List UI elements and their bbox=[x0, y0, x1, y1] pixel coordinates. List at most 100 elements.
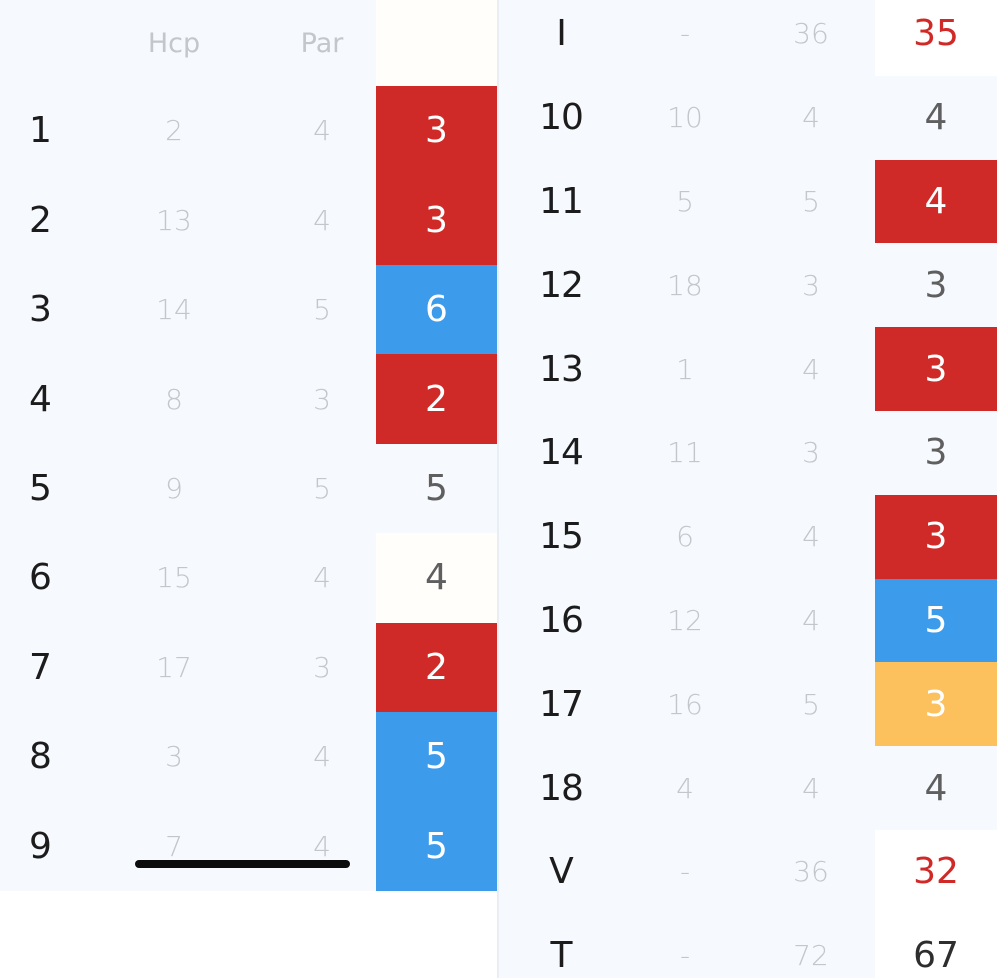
par-cell: 72 bbox=[747, 913, 875, 978]
scorecard-row[interactable]: V - 36 32 bbox=[499, 830, 997, 914]
hcp-value: 8 bbox=[165, 382, 183, 416]
score-cell[interactable]: 5 bbox=[875, 578, 997, 663]
hole-column-header bbox=[0, 0, 80, 86]
par-cell: 4 bbox=[747, 494, 875, 579]
hcp-column-header: Hcp bbox=[80, 0, 268, 86]
scorecard-row[interactable]: T - 72 67 bbox=[499, 913, 997, 978]
hole-number: 15 bbox=[539, 516, 584, 558]
score-cell[interactable]: 3 bbox=[376, 86, 497, 176]
hcp-cell: 15 bbox=[80, 533, 268, 623]
score-cell[interactable]: 5 bbox=[376, 801, 497, 891]
hcp-value: 6 bbox=[676, 520, 694, 554]
par-value: 4 bbox=[313, 114, 331, 148]
scorecard-row[interactable]: 17 16 5 3 bbox=[499, 662, 997, 747]
hcp-cell: 5 bbox=[623, 159, 747, 244]
score-value: 5 bbox=[425, 467, 448, 509]
par-cell: 3 bbox=[747, 411, 875, 495]
hcp-value: 15 bbox=[156, 561, 192, 595]
hole-cell: 11 bbox=[499, 159, 623, 244]
scorecard-row[interactable]: 6 15 4 4 bbox=[0, 533, 497, 623]
scorecard-row[interactable]: 15 6 4 3 bbox=[499, 494, 997, 579]
score-cell[interactable]: 2 bbox=[376, 622, 497, 713]
score-cell[interactable]: 4 bbox=[875, 75, 997, 160]
scorecard-row[interactable]: 7 17 3 2 bbox=[0, 622, 497, 713]
par-value: 4 bbox=[802, 603, 820, 637]
front-nine-scorecard: Hcp Par 1 2 4 3 2 13 4 3 3 14 5 6 4 8 3 2 5 9 5 5 6 15 4 4 7 17 3 2… bbox=[0, 0, 497, 891]
score-cell[interactable]: 67 bbox=[875, 913, 997, 978]
score-cell[interactable]: 5 bbox=[376, 443, 497, 534]
score-value: 5 bbox=[425, 825, 448, 867]
scorecard-row[interactable]: 13 1 4 3 bbox=[499, 327, 997, 411]
score-cell[interactable]: 4 bbox=[875, 746, 997, 830]
hcp-value: 12 bbox=[667, 603, 703, 637]
score-cell[interactable]: 5 bbox=[376, 712, 497, 802]
scorecard-row[interactable]: 8 3 4 5 bbox=[0, 712, 497, 802]
score-cell[interactable]: 4 bbox=[376, 533, 497, 623]
par-cell: 4 bbox=[268, 712, 376, 802]
scorecard-row[interactable]: I - 36 35 bbox=[499, 0, 997, 76]
score-cell[interactable]: 3 bbox=[875, 662, 997, 747]
score-value: 4 bbox=[425, 557, 448, 599]
hcp-cell: 11 bbox=[623, 411, 747, 495]
hcp-cell: 7 bbox=[80, 801, 268, 891]
par-cell: 5 bbox=[268, 443, 376, 534]
scorecard-row[interactable]: 1 2 4 3 bbox=[0, 86, 497, 176]
hole-number: I bbox=[556, 13, 567, 55]
score-cell[interactable]: 3 bbox=[376, 175, 497, 265]
scorecard-row[interactable]: 18 4 4 4 bbox=[499, 746, 997, 830]
scorecard-row[interactable]: 5 9 5 5 bbox=[0, 443, 497, 534]
scorecard-row[interactable]: 9 7 4 5 bbox=[0, 801, 497, 891]
panel-divider bbox=[497, 0, 499, 978]
par-value: 5 bbox=[313, 293, 331, 327]
hcp-value: 1 bbox=[676, 352, 694, 386]
score-value: 3 bbox=[924, 432, 948, 474]
hcp-cell: 8 bbox=[80, 354, 268, 444]
score-cell[interactable]: 4 bbox=[875, 159, 997, 244]
hole-number: 6 bbox=[29, 557, 52, 599]
home-indicator[interactable] bbox=[135, 860, 350, 868]
hole-number: T bbox=[550, 935, 573, 977]
score-cell[interactable]: 32 bbox=[875, 830, 997, 914]
scorecard-row[interactable]: 10 10 4 4 bbox=[499, 75, 997, 160]
hole-cell: V bbox=[499, 830, 623, 914]
par-cell: 4 bbox=[268, 86, 376, 176]
hole-number: 1 bbox=[29, 110, 52, 152]
hcp-value: 18 bbox=[667, 268, 703, 302]
hcp-cell: 18 bbox=[623, 243, 747, 328]
par-value: 4 bbox=[313, 740, 331, 774]
score-cell[interactable]: 3 bbox=[875, 243, 997, 328]
score-cell[interactable]: 6 bbox=[376, 264, 497, 355]
par-cell: 5 bbox=[747, 662, 875, 747]
hole-number: 12 bbox=[539, 264, 584, 306]
hole-cell: 15 bbox=[499, 494, 623, 579]
par-value: 36 bbox=[793, 17, 829, 51]
hcp-cell: 1 bbox=[623, 327, 747, 411]
scorecard-row[interactable]: 11 5 5 4 bbox=[499, 159, 997, 244]
hcp-value: 5 bbox=[676, 184, 694, 218]
hcp-value: 3 bbox=[165, 740, 183, 774]
scorecard-header: Hcp Par bbox=[0, 0, 497, 86]
score-cell[interactable]: 3 bbox=[875, 411, 997, 495]
score-value: 4 bbox=[924, 97, 948, 139]
hcp-cell: 13 bbox=[80, 175, 268, 265]
scorecard-row[interactable]: 14 11 3 3 bbox=[499, 411, 997, 495]
score-cell[interactable]: 35 bbox=[875, 0, 997, 76]
score-cell[interactable]: 3 bbox=[875, 494, 997, 579]
score-value: 3 bbox=[425, 110, 448, 152]
hcp-cell: 17 bbox=[80, 622, 268, 713]
scorecard-row[interactable]: 16 12 4 5 bbox=[499, 578, 997, 663]
score-value: 3 bbox=[924, 683, 948, 725]
hole-cell: 7 bbox=[0, 622, 80, 713]
scorecard-row[interactable]: 2 13 4 3 bbox=[0, 175, 497, 265]
hcp-value: 16 bbox=[667, 687, 703, 721]
hole-cell: 2 bbox=[0, 175, 80, 265]
score-value: 3 bbox=[924, 516, 948, 558]
scorecard-row[interactable]: 4 8 3 2 bbox=[0, 354, 497, 444]
scorecard-row[interactable]: 12 18 3 3 bbox=[499, 243, 997, 328]
par-cell: 4 bbox=[747, 327, 875, 411]
hole-cell: T bbox=[499, 913, 623, 978]
score-cell[interactable]: 2 bbox=[376, 354, 497, 444]
scorecard-row[interactable]: 3 14 5 6 bbox=[0, 264, 497, 355]
par-cell: 36 bbox=[747, 830, 875, 914]
score-cell[interactable]: 3 bbox=[875, 327, 997, 411]
